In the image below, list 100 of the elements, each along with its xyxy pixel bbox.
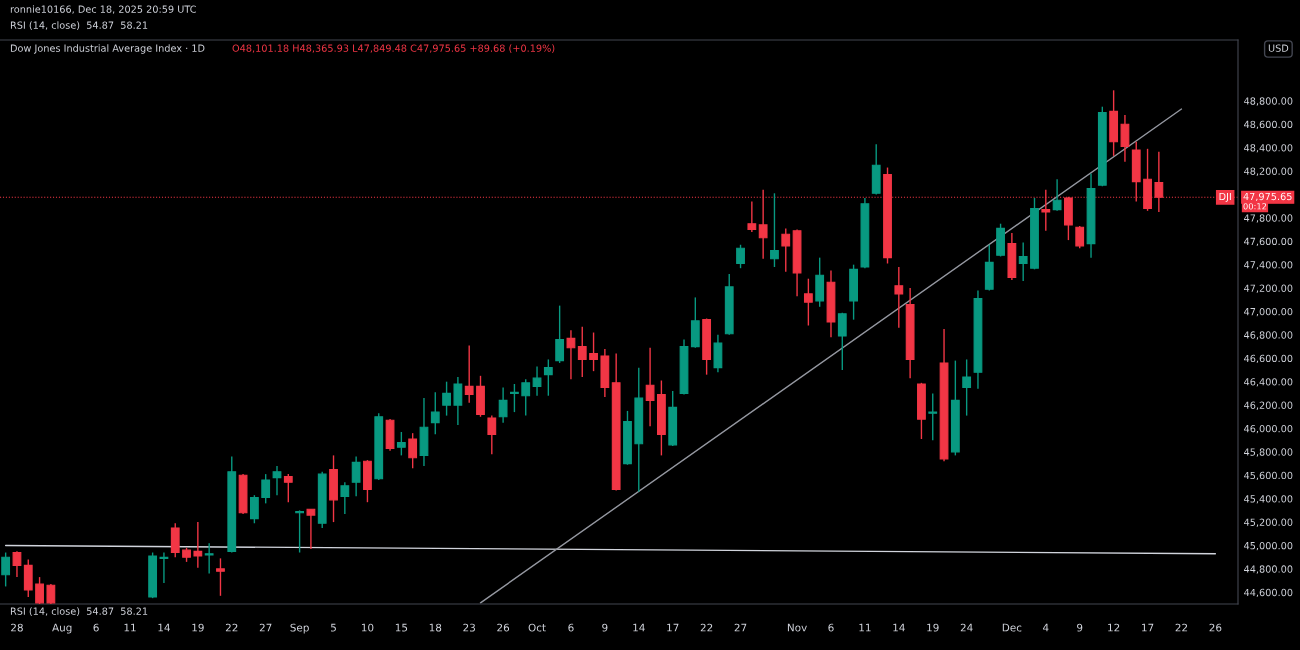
candlestick — [555, 304, 565, 364]
candlestick — [272, 465, 282, 496]
x-tick-label: Sep — [290, 623, 309, 634]
candlestick — [521, 378, 531, 417]
candlestick — [781, 227, 791, 273]
candlestick — [736, 244, 745, 269]
y-tick-label: 45,800.00 — [1244, 448, 1293, 457]
candlestick — [430, 391, 440, 436]
candlestick — [306, 508, 316, 550]
x-tick-label: 19 — [927, 623, 939, 632]
candlestick — [510, 383, 519, 413]
candlestick — [204, 542, 214, 575]
text: RSI (14, close) 54.87 58.21 — [10, 607, 148, 616]
x-tick-label: 24 — [960, 623, 973, 632]
y-tick-label: 46,600.00 — [1244, 354, 1293, 364]
x-tick-label: 19 — [192, 623, 204, 632]
candlestick — [216, 557, 225, 597]
x-tick-label: 22 — [700, 623, 713, 632]
y-tick-label: 48,200.00 — [1244, 167, 1293, 176]
x-tick-label: Aug — [52, 623, 72, 634]
candlestick — [837, 311, 847, 371]
candlestick — [532, 365, 542, 397]
y-tick-label: 44,800.00 — [1244, 565, 1293, 574]
candlestick — [408, 432, 418, 469]
x-tick-label: 11 — [124, 623, 136, 632]
candlestick — [295, 509, 305, 554]
x-tick-label: 28 — [11, 623, 23, 632]
x-tick-label: 27 — [734, 623, 747, 632]
candlestick — [1052, 178, 1062, 212]
candlestick — [747, 200, 757, 233]
y-tick-label: 47,800.00 — [1244, 214, 1293, 223]
y-tick-label: 47,000.00 — [1244, 307, 1293, 317]
y-tick-label: 48,800.00 — [1244, 97, 1293, 106]
x-tick-label: 4 — [1042, 623, 1049, 632]
y-tick-label: 45,000.00 — [1244, 541, 1293, 551]
x-tick-label: Oct — [528, 623, 546, 632]
x-tick-label: 26 — [1209, 623, 1222, 632]
x-tick-label: 6 — [568, 623, 574, 632]
x-tick-label: 12 — [1108, 623, 1120, 632]
x-tick-label: 5 — [331, 623, 336, 632]
y-tick-label: 47,200.00 — [1244, 284, 1293, 293]
x-tick-label: 22 — [1175, 623, 1188, 632]
y-tick-label: 48,400.00 — [1244, 144, 1293, 153]
x-tick-label: 11 — [859, 623, 871, 632]
x-tick-label: Nov — [787, 623, 807, 632]
text: USD — [1268, 44, 1289, 52]
candlestick — [396, 431, 406, 457]
x-tick-label: 14 — [893, 623, 905, 632]
candlestick — [1, 551, 11, 588]
candlestick — [770, 192, 779, 268]
x-tick-label: 27 — [259, 623, 272, 632]
x-tick-label: 6 — [828, 623, 834, 632]
candlestick — [453, 376, 463, 426]
candlestick — [1018, 241, 1028, 282]
candlestick — [803, 278, 813, 327]
annotation: O48,101.18 H48,365.93 L47,849.48 C47,975.65 +89.68 (+0.19%) — [232, 44, 555, 53]
x-tick-label: 9 — [1077, 623, 1083, 632]
x-tick-label: 9 — [602, 623, 608, 632]
y-tick-label: 45,600.00 — [1244, 471, 1293, 481]
candlestick — [159, 551, 169, 584]
y-tick-label: 46,800.00 — [1244, 331, 1293, 340]
candlestick — [589, 331, 598, 372]
candlestick — [894, 266, 904, 329]
x-tick-label: 22 — [225, 623, 238, 632]
candlestick — [498, 386, 508, 424]
candlestick — [645, 347, 655, 427]
candlestick — [543, 358, 553, 397]
chart-title: Dow Jones Industrial Average Index · 1D — [10, 44, 205, 54]
candlestick — [1075, 225, 1085, 249]
text: RSI (14, close) 54.87 58.21 — [10, 21, 148, 30]
candlestick — [442, 380, 451, 417]
text: ronnie10166, Dec 18, 2025 20:59 UTC — [10, 5, 196, 14]
x-tick-label: 14 — [633, 623, 645, 632]
y-tick-label: 46,000.00 — [1244, 424, 1293, 434]
y-tick-label: 46,400.00 — [1244, 378, 1293, 387]
candlestick — [193, 521, 203, 569]
candlestick — [249, 494, 259, 524]
candlestick — [261, 473, 271, 505]
x-tick-label: Dec — [1002, 623, 1022, 632]
candlestick — [566, 329, 576, 381]
x-tick-label: 26 — [497, 623, 510, 632]
candlestick — [35, 576, 44, 604]
candlestick — [464, 344, 474, 404]
candlestick — [46, 583, 56, 604]
text: 00:12 — [1243, 203, 1267, 210]
candlestick — [1120, 114, 1130, 163]
candlestick — [487, 414, 497, 455]
y-tick-label: 48,600.00 — [1244, 120, 1293, 130]
candlestick — [962, 358, 972, 417]
candlestick — [283, 473, 293, 503]
candlestick — [340, 481, 350, 515]
x-tick-label: 17 — [667, 623, 679, 632]
y-tick-label: 44,600.00 — [1244, 588, 1293, 598]
candlestick — [12, 550, 22, 578]
x-tick-label: 6 — [93, 623, 99, 632]
y-tick-label: 45,400.00 — [1244, 495, 1293, 504]
x-tick-label: 10 — [361, 623, 374, 632]
x-tick-label: 15 — [395, 623, 408, 632]
y-tick-label: 47,400.00 — [1244, 261, 1293, 270]
x-tick-label: 18 — [429, 623, 442, 632]
